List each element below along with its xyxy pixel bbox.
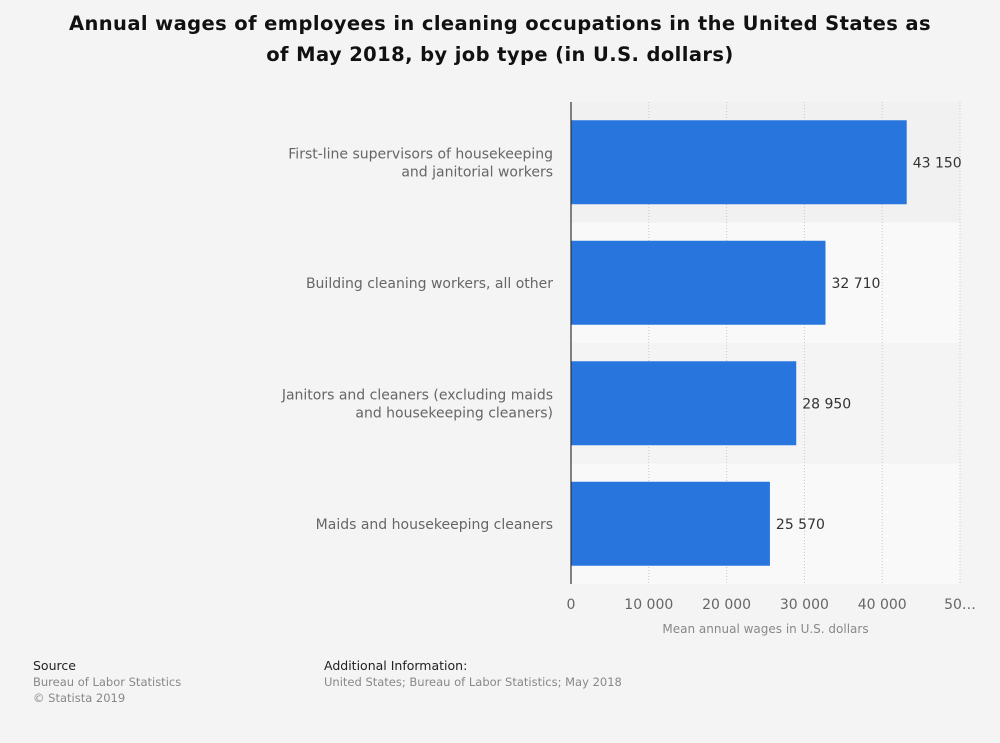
copyright-text: © Statista 2019 [33, 691, 126, 705]
category-label: Janitors and cleaners (excluding maids [281, 387, 553, 403]
x-tick-label: 50… [944, 597, 976, 613]
x-tick-label: 30 000 [780, 597, 829, 613]
category-label: First-line supervisors of housekeeping [288, 146, 553, 162]
source-text[interactable]: Bureau of Labor Statistics [33, 675, 182, 689]
category-label: and janitorial workers [401, 164, 553, 180]
bar-value-label: 32 710 [831, 276, 880, 292]
x-tick-label: 10 000 [624, 597, 673, 613]
x-tick-label: 0 [567, 597, 576, 613]
source-heading: Source [33, 658, 76, 673]
source-block: Source Bureau of Labor Statistics © Stat… [33, 658, 181, 706]
bar [571, 481, 770, 566]
category-label: Building cleaning workers, all other [306, 276, 553, 292]
additional-info-text: United States; Bureau of Labor Statistic… [324, 675, 622, 689]
x-axis-label: Mean annual wages in U.S. dollars [662, 622, 868, 636]
additional-info-heading: Additional Information: [324, 658, 468, 673]
bar [571, 240, 826, 325]
chart-title: Annual wages of employees in cleaning oc… [68, 12, 931, 66]
bar-value-label: 25 570 [776, 517, 825, 533]
x-tick-label: 20 000 [702, 597, 751, 613]
bar-value-label: 43 150 [913, 155, 962, 171]
bar [571, 361, 797, 446]
bar-value-label: 28 950 [802, 396, 851, 412]
bar [571, 120, 907, 205]
additional-info-block: Additional Information: United States; B… [324, 658, 622, 690]
category-label: and housekeeping cleaners) [355, 405, 553, 421]
bar-chart: 0 10 000 20 000 30 000 40 000 50… Mean annual … [281, 102, 976, 636]
category-label: Maids and housekeeping cleaners [316, 517, 553, 533]
x-tick-label: 40 000 [858, 597, 907, 613]
